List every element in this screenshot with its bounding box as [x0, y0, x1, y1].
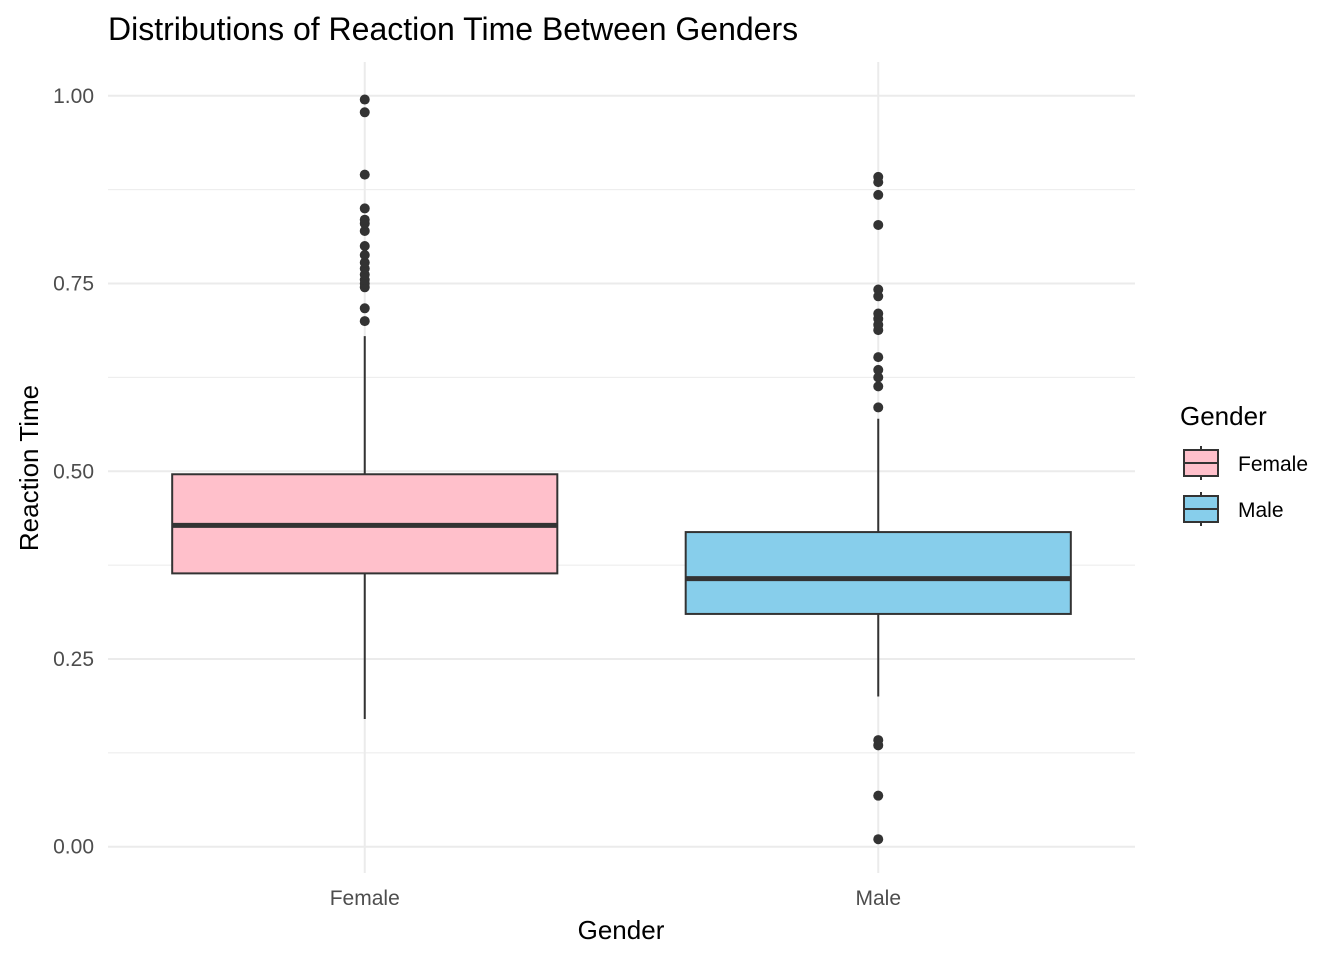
y-tick-label: 0.25	[53, 648, 94, 671]
outlier-point	[359, 316, 370, 327]
x-tick-label: Male	[855, 887, 901, 910]
grid-lines	[108, 62, 1135, 873]
outlier-point	[359, 225, 370, 236]
outlier-point	[873, 219, 884, 230]
legend-label: Female	[1238, 453, 1308, 476]
y-axis-ticks: 0.00 0.25 0.50 0.75 1.00	[53, 85, 94, 859]
outlier-point	[873, 364, 884, 375]
legend-label: Male	[1238, 499, 1284, 522]
outlier-point	[873, 790, 884, 801]
legend-key-female	[1183, 446, 1219, 480]
outlier-point	[873, 352, 884, 363]
outlier-point	[359, 214, 370, 225]
outlier-point	[873, 834, 884, 845]
outlier-point	[873, 402, 884, 413]
outlier-point	[873, 171, 884, 182]
x-axis-title: Gender	[578, 915, 665, 945]
chart-title: Distributions of Reaction Time Between G…	[108, 11, 798, 47]
outlier-point	[359, 303, 370, 314]
y-axis-title: Reaction Time	[14, 385, 44, 551]
outlier-point	[873, 735, 884, 746]
box-series	[171, 94, 1072, 845]
outlier-point	[359, 240, 370, 251]
outlier-point	[873, 189, 884, 200]
x-tick-label: Female	[330, 887, 400, 910]
legend: Gender Female Male	[1180, 401, 1308, 526]
x-axis-ticks: Female Male	[330, 887, 901, 910]
box-male	[684, 171, 1072, 845]
outlier-point	[359, 257, 370, 268]
outlier-point	[873, 308, 884, 319]
box-female	[171, 94, 559, 720]
box-iqr	[684, 531, 1072, 615]
outlier-point	[359, 249, 370, 260]
outlier-point	[359, 107, 370, 118]
y-tick-label: 0.75	[53, 273, 94, 296]
outlier-point	[873, 381, 884, 392]
outlier-point	[359, 94, 370, 105]
y-tick-label: 1.00	[53, 85, 94, 108]
outlier-point	[359, 169, 370, 180]
y-tick-label: 0.00	[53, 836, 94, 859]
legend-key-male	[1183, 492, 1219, 526]
outlier-point	[359, 203, 370, 214]
y-tick-label: 0.50	[53, 460, 94, 483]
legend-title: Gender	[1180, 401, 1267, 431]
outlier-point	[873, 372, 884, 383]
outlier-point	[873, 284, 884, 295]
